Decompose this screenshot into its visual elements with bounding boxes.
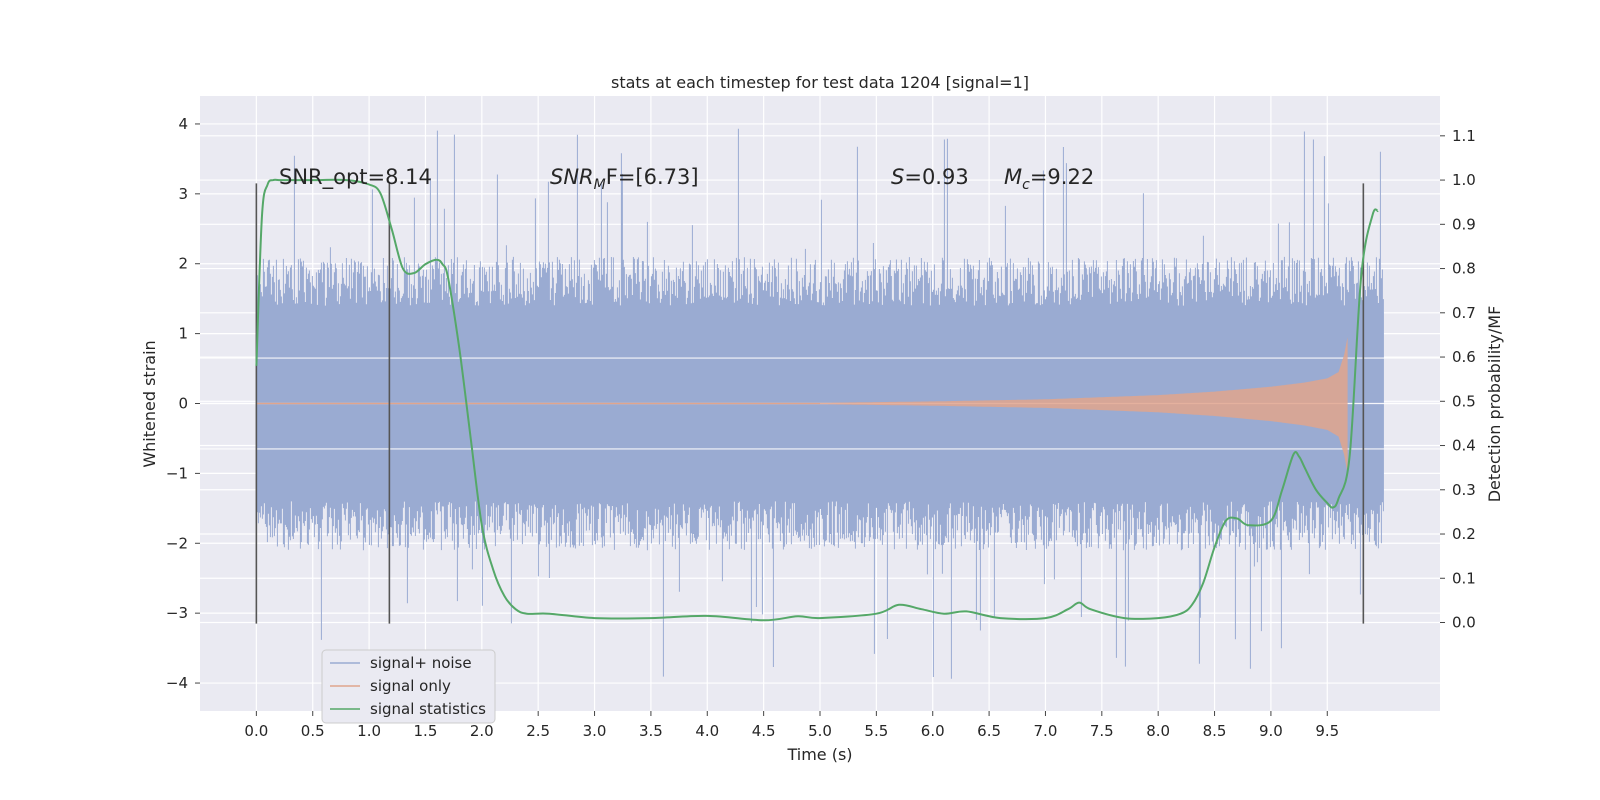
y-right-tick-label: 0.1 (1452, 569, 1476, 587)
annotation-snr-mf: SNRMF=[6.73] (550, 165, 699, 193)
x-tick-label: 1.5 (414, 722, 438, 740)
annotation-s: S=0.93 (891, 165, 969, 189)
x-tick-label: 7.5 (1090, 722, 1114, 740)
x-tick-label: 9.5 (1315, 722, 1339, 740)
x-tick-label: 4.5 (752, 722, 776, 740)
y-tick-label: 0 (178, 395, 188, 413)
y-right-tick-label: 1.0 (1452, 171, 1476, 189)
y-right-tick-label: 1.1 (1452, 127, 1476, 145)
mc-val: =9.22 (1030, 165, 1094, 189)
y-tick-label: −3 (166, 604, 188, 622)
chirp-envelope (820, 337, 1348, 474)
x-tick-label: 7.0 (1034, 722, 1058, 740)
legend-label-signal-noise: signal+ noise (370, 654, 472, 672)
x-tick-label: 1.0 (357, 722, 381, 740)
y-right-tick-label: 0.8 (1452, 260, 1476, 278)
annotation-snr-opt: SNR_opt=8.14 (279, 165, 432, 190)
x-tick-label: 6.0 (921, 722, 945, 740)
snr-mf-base: SNR (550, 165, 594, 189)
s-var: S (891, 165, 904, 189)
s-val: =0.93 (904, 165, 968, 189)
mc-sub: c (1022, 177, 1030, 193)
x-tick-label: 2.0 (470, 722, 494, 740)
x-tick-label: 0.0 (244, 722, 268, 740)
x-tick-label: 0.5 (301, 722, 325, 740)
y-axis-label: Whitened strain (140, 340, 159, 467)
mc-var: M (1004, 165, 1022, 189)
y-tick-label: −4 (166, 674, 188, 692)
chart-title: stats at each timestep for test data 120… (611, 73, 1029, 92)
y-tick-label: −1 (166, 464, 188, 482)
x-tick-label: 8.5 (1203, 722, 1227, 740)
y-tick-label: 4 (178, 115, 188, 133)
x-axis-label: Time (s) (786, 745, 852, 764)
snr-mf-rest: F=[6.73] (606, 165, 699, 189)
x-tick-label: 2.5 (526, 722, 550, 740)
legend-box (321, 649, 496, 724)
x-tick-label: 5.5 (864, 722, 888, 740)
x-tick-label: 9.0 (1259, 722, 1283, 740)
signal-statistics-series (255, 178, 1379, 622)
y-tick-label: 2 (178, 255, 188, 273)
signal-statistics-line (255, 178, 1379, 622)
legend-label-signal-only: signal only (370, 677, 451, 695)
y-tick-label: 3 (178, 185, 188, 203)
y-tick-label: 1 (178, 325, 188, 343)
x-tick-label: 8.0 (1146, 722, 1170, 740)
y-right-tick-label: 0.6 (1452, 348, 1476, 366)
legend: signal+ noise signal only signal statist… (321, 649, 496, 724)
y-right-tick-label: 0.7 (1452, 304, 1476, 322)
x-tick-label: 5.0 (808, 722, 832, 740)
x-tick-label: 3.0 (583, 722, 607, 740)
y-right-tick-label: 0.0 (1452, 614, 1476, 632)
y-right-tick-label: 0.9 (1452, 215, 1476, 233)
snr-mf-sub: M (594, 177, 606, 193)
annotation-mc: Mc=9.22 (1004, 165, 1094, 193)
x-tick-label: 4.0 (695, 722, 719, 740)
tick-labels: 0.0 0.5 1.0 1.5 2.0 2.5 3.0 3.5 4.0 4.5 5.0 5.5 6.0 6… (166, 115, 1476, 740)
y-right-axis-label: Detection probability/MF (1485, 306, 1504, 503)
y-right-tick-label: 0.2 (1452, 525, 1476, 543)
x-tick-label: 3.5 (639, 722, 663, 740)
y-right-tick-label: 0.4 (1452, 437, 1476, 455)
signal-only-series (256, 337, 1348, 474)
y-tick-label: −2 (166, 534, 188, 552)
x-tick-label: 6.5 (977, 722, 1001, 740)
legend-label-signal-statistics: signal statistics (370, 700, 486, 718)
y-right-tick-label: 0.3 (1452, 481, 1476, 499)
y-right-tick-label: 0.5 (1452, 392, 1476, 410)
